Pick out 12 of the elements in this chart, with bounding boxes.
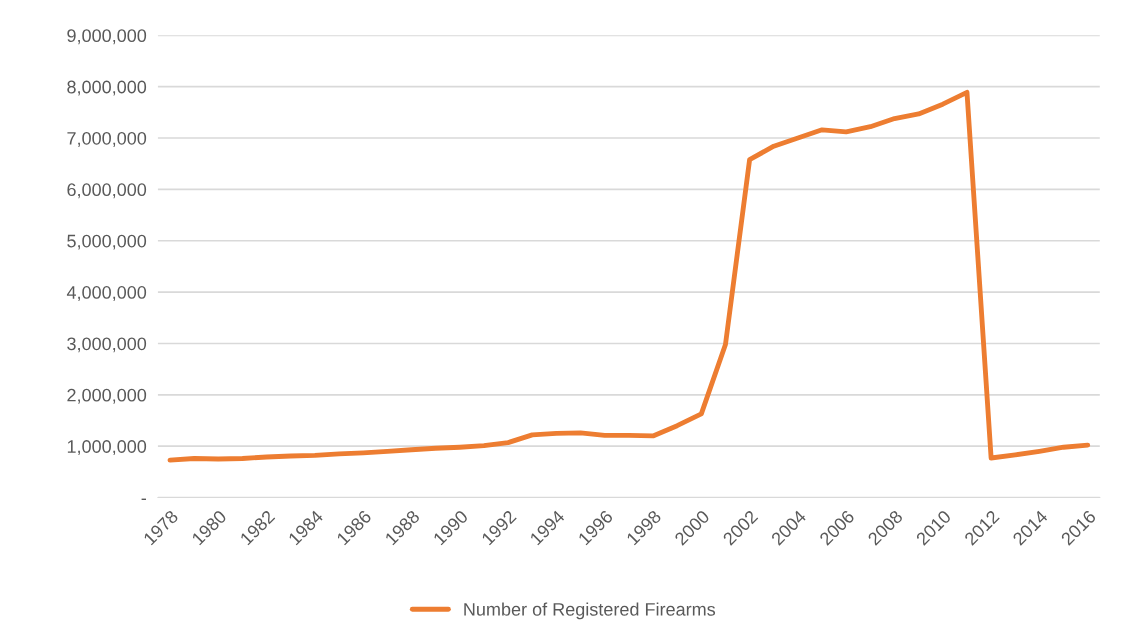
y-tick-label: 7,000,000 — [67, 131, 147, 147]
y-tick-label: 2,000,000 — [67, 388, 147, 404]
y-tick-label: 1,000,000 — [67, 440, 147, 456]
legend-label: Number of Registered Firearms — [464, 602, 716, 620]
y-tick-label: 5,000,000 — [67, 234, 147, 250]
y-tick-label: - — [141, 498, 147, 500]
y-tick-label: 8,000,000 — [67, 80, 147, 96]
line-series — [167, 89, 1091, 463]
y-tick-label: 3,000,000 — [67, 337, 147, 353]
y-tick-label: 6,000,000 — [67, 183, 147, 199]
y-tick-label: 4,000,000 — [66, 286, 147, 301]
y-tick-label: 9,000,000 — [67, 29, 147, 45]
